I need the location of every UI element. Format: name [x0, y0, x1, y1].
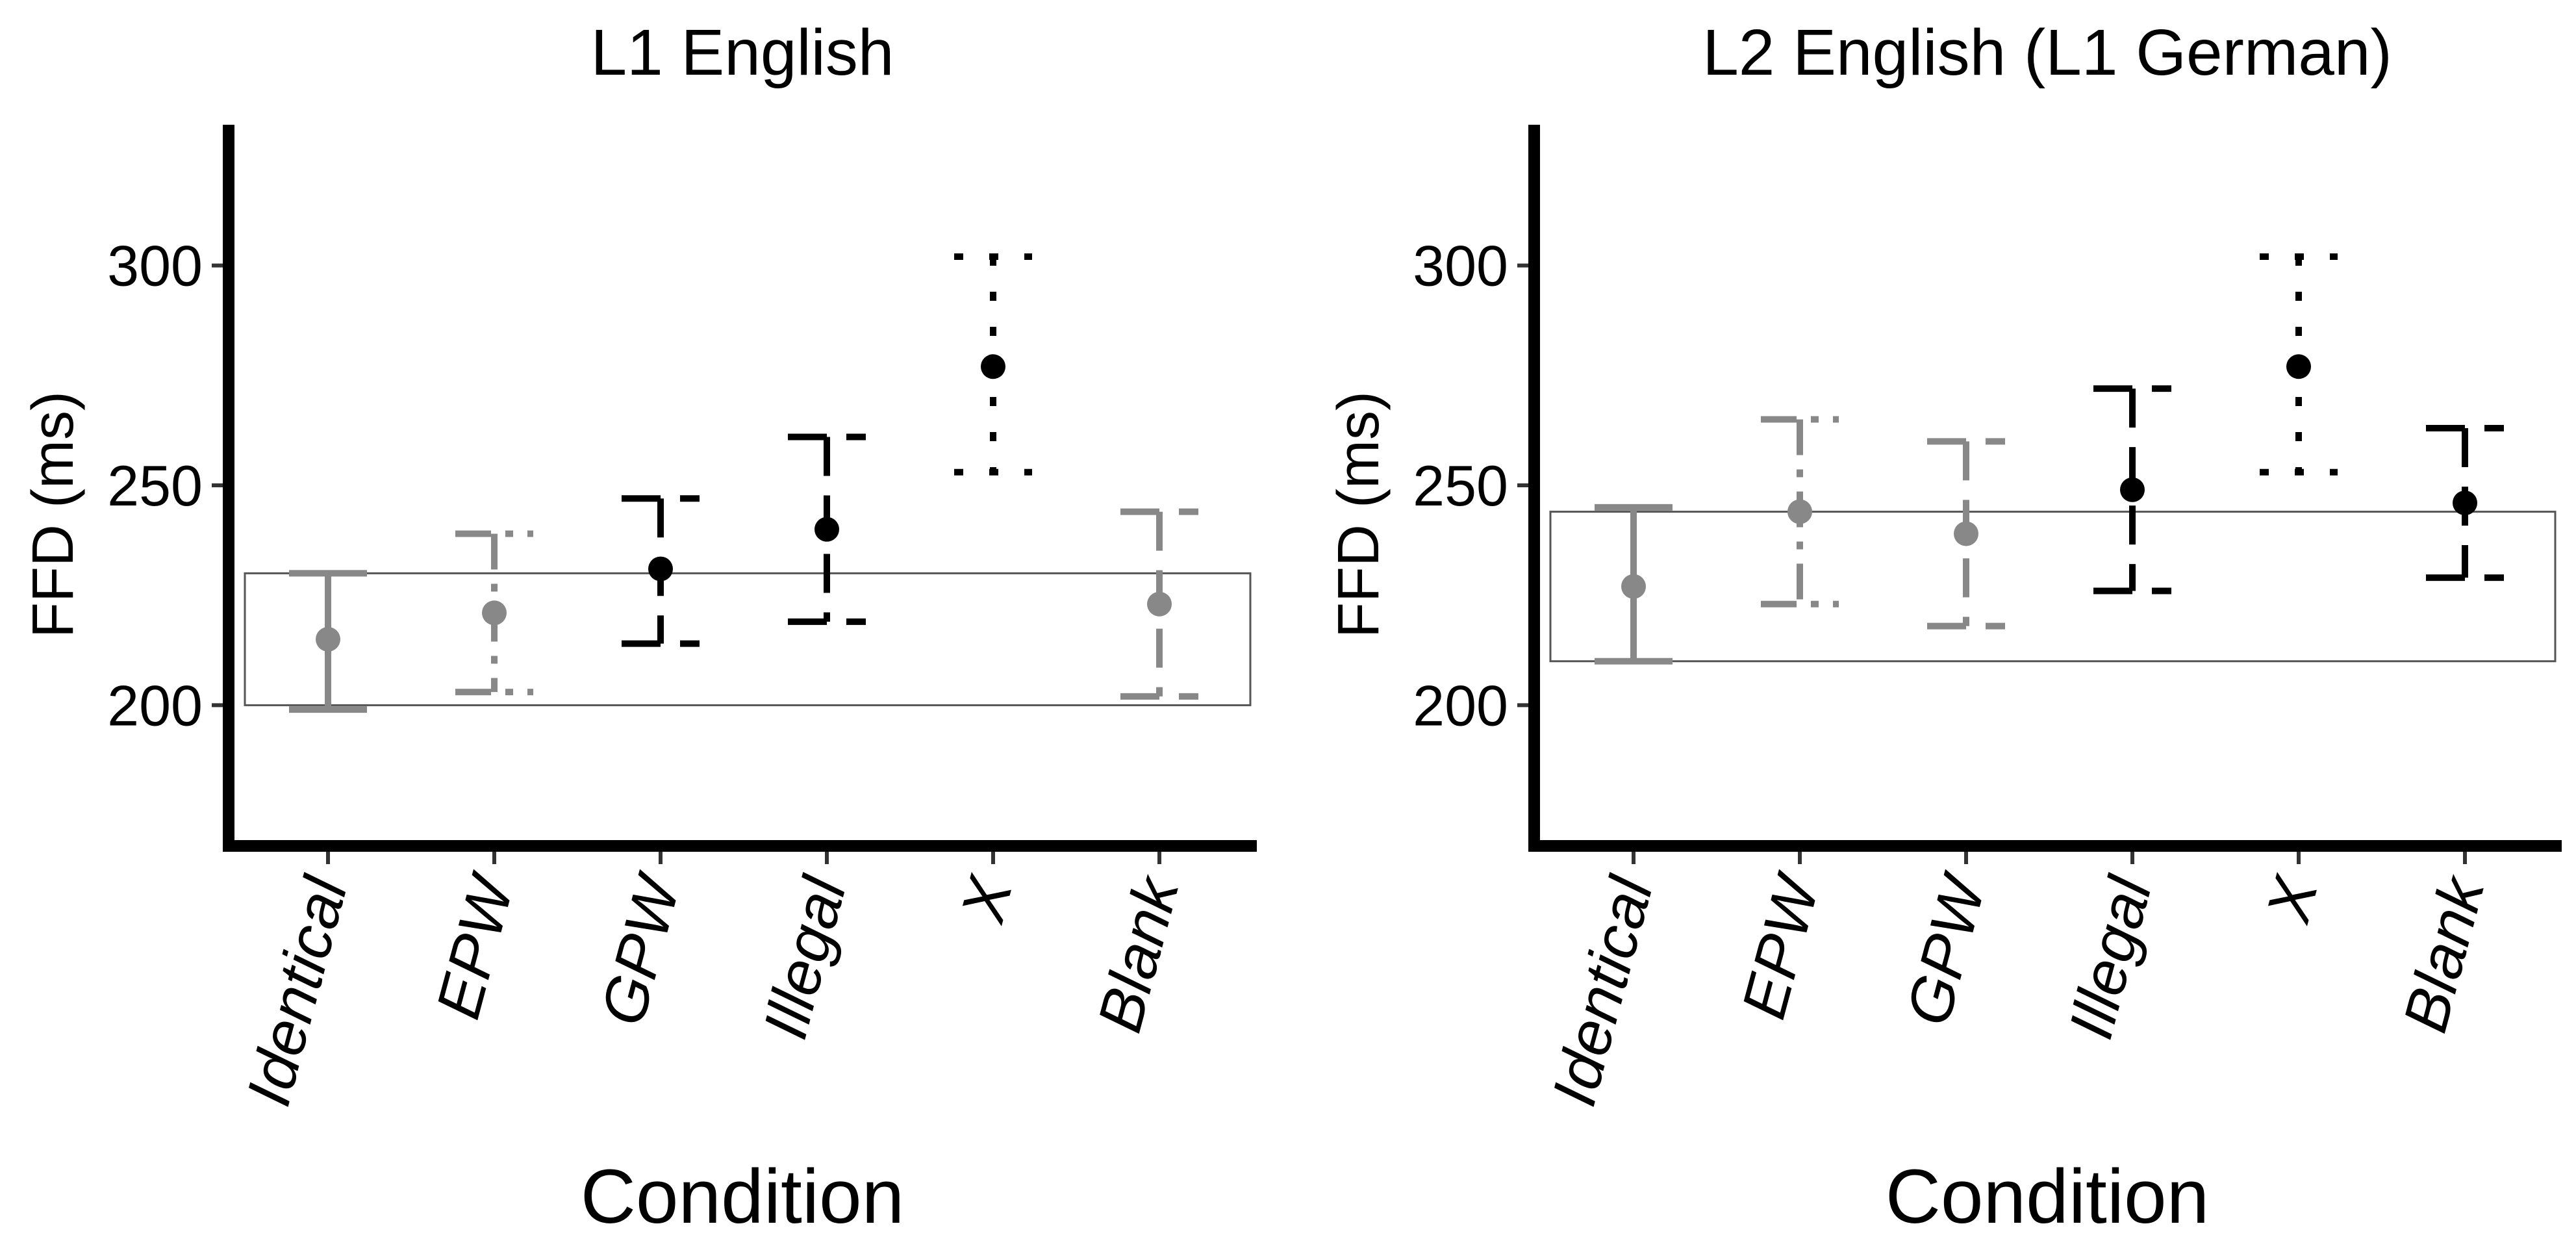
chart-panel-1: L1 English 200 250 300 FFD (ms) Identical EPW G… — [21, 16, 1257, 1240]
reference-band — [1549, 511, 2557, 663]
x-tick-label: Blank — [1085, 867, 1193, 1039]
chart-panel-2: L2 English (L1 German) 200 250 300 FFD (ms) I… — [1326, 16, 2562, 1240]
chart-title: L1 English — [591, 16, 894, 89]
x-tick-label: EPW — [423, 865, 528, 1026]
y-tick-label: 300 — [1413, 234, 1508, 298]
x-axis-title: Condition — [581, 1154, 905, 1240]
mean-point-epw — [482, 600, 507, 626]
mean-point-identical — [1621, 574, 1646, 599]
y-axis-title: FFD (ms) — [21, 391, 86, 638]
mean-point-gpw — [648, 556, 673, 581]
x-tick-label: GPW — [588, 865, 695, 1032]
mean-point-illegal — [2120, 477, 2145, 502]
chart-title: L2 English (L1 German) — [1702, 16, 2392, 89]
x-tick-label: Blank — [2390, 867, 2499, 1039]
y-tick-label: 300 — [107, 234, 203, 298]
x-tick-label: Illegal — [2056, 869, 2166, 1046]
reference-band — [244, 572, 1252, 706]
mean-point-blank — [2453, 491, 2477, 516]
mean-point-illegal — [814, 517, 839, 542]
mean-point-identical — [316, 626, 340, 652]
mean-point-x — [2286, 354, 2311, 379]
x-tick-label: X — [948, 868, 1026, 930]
y-tick-label: 200 — [107, 673, 203, 737]
mean-point-x — [981, 354, 1005, 379]
x-tick-label: Identical — [233, 869, 361, 1113]
mean-point-epw — [1787, 499, 1812, 524]
x-tick-label: Identical — [1539, 869, 1667, 1113]
mean-point-gpw — [1954, 521, 1978, 546]
mean-point-blank — [1147, 591, 1172, 617]
x-axis-title: Condition — [1886, 1154, 2210, 1240]
y-tick-label: 250 — [107, 454, 203, 518]
x-tick-label: GPW — [1893, 865, 2001, 1032]
x-tick-label: Illegal — [750, 869, 860, 1046]
x-tick-label: EPW — [1728, 865, 1834, 1026]
y-tick-label: 200 — [1413, 673, 1508, 737]
y-axis-title: FFD (ms) — [1326, 391, 1391, 638]
x-tick-label: X — [2253, 868, 2332, 930]
y-tick-label: 250 — [1413, 454, 1508, 518]
